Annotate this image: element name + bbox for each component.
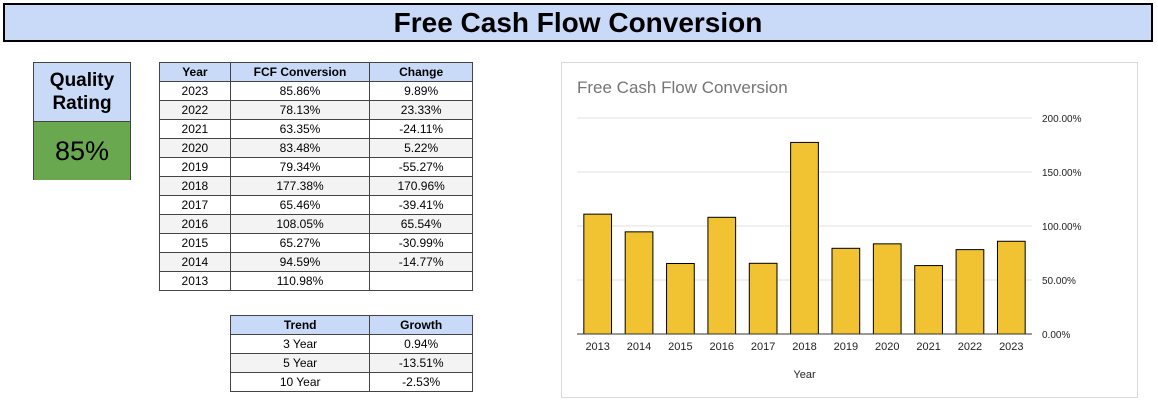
- x-tick-label: 2017: [751, 341, 775, 353]
- cell-fcf-conversion: 63.35%: [229, 119, 371, 139]
- cell-growth: 0.94%: [369, 334, 473, 354]
- table-row: 10 Year -2.53%: [229, 372, 473, 392]
- y-tick-label: 200.00%: [1042, 114, 1082, 125]
- column-header-growth: Growth: [369, 315, 473, 335]
- table-row: 2022 78.13% 23.33%: [159, 100, 473, 120]
- x-tick-label: 2015: [668, 341, 692, 353]
- bar-2021: [914, 265, 943, 335]
- y-tick-label: 50.00%: [1042, 276, 1076, 287]
- fcf-chart: 0.00% 50.00% 100.00% 150.00% 200.00% 2013 2014…: [561, 62, 1138, 398]
- x-tick-label: 2020: [875, 341, 899, 353]
- cell-year: 2015: [159, 233, 231, 253]
- table-row: 2013 110.98%: [159, 271, 473, 291]
- cell-change: 5.22%: [369, 138, 473, 158]
- column-header-trend: Trend: [229, 315, 371, 335]
- cell-fcf-conversion: 108.05%: [229, 214, 371, 234]
- cell-change: -30.99%: [369, 233, 473, 253]
- x-tick-label: 2018: [792, 341, 816, 353]
- cell-change: -14.77%: [369, 252, 473, 272]
- cell-change: 65.54%: [369, 214, 473, 234]
- bar-2015: [666, 263, 695, 335]
- table-header-row: Trend Growth: [229, 315, 473, 335]
- bar-2017: [748, 262, 778, 335]
- fcf-chart-plot: 0.00% 50.00% 100.00% 150.00% 200.00% 2013 2014…: [577, 114, 1082, 381]
- cell-fcf-conversion: 65.27%: [229, 233, 371, 253]
- cell-change: [369, 271, 473, 291]
- x-axis-title: Year: [793, 369, 816, 381]
- bar-2022: [955, 249, 985, 335]
- cell-fcf-conversion: 65.46%: [229, 195, 371, 215]
- cell-change: 23.33%: [369, 100, 473, 120]
- bar-2013: [583, 213, 613, 335]
- x-tick-label: 2016: [710, 341, 734, 353]
- cell-year: 2014: [159, 252, 231, 272]
- cell-change: -55.27%: [369, 157, 473, 177]
- cell-year: 2020: [159, 138, 231, 158]
- cell-fcf-conversion: 94.59%: [229, 252, 371, 272]
- cell-trend: 3 Year: [229, 334, 371, 354]
- table-row: 2016 108.05% 65.54%: [159, 214, 473, 234]
- trend-growth-table: Trend Growth 3 Year 0.94% 5 Year -13.51% 10 …: [229, 315, 473, 392]
- bar-2018: [790, 141, 819, 335]
- cell-fcf-conversion: 83.48%: [229, 138, 371, 158]
- table-row: 5 Year -13.51%: [229, 353, 473, 373]
- table-row: 2020 83.48% 5.22%: [159, 138, 473, 158]
- bar-2016: [707, 216, 737, 335]
- page-banner: Free Cash Flow Conversion: [3, 3, 1153, 42]
- cell-year: 2021: [159, 119, 231, 139]
- y-tick-label: 150.00%: [1042, 168, 1082, 179]
- cell-year: 2022: [159, 100, 231, 120]
- table-header-row: Year FCF Conversion Change: [159, 62, 473, 82]
- bar-2019: [831, 247, 861, 335]
- x-tick-label: 2014: [627, 341, 651, 353]
- table-row: 2014 94.59% -14.77%: [159, 252, 473, 272]
- cell-year: 2017: [159, 195, 231, 215]
- cell-fcf-conversion: 79.34%: [229, 157, 371, 177]
- cell-fcf-conversion: 85.86%: [229, 81, 371, 101]
- cell-change: -39.41%: [369, 195, 473, 215]
- cell-fcf-conversion: 110.98%: [229, 271, 371, 291]
- cell-growth: -2.53%: [369, 372, 473, 392]
- x-tick-label: 2021: [916, 341, 940, 353]
- page-title: Free Cash Flow Conversion: [393, 6, 763, 38]
- cell-year: 2023: [159, 81, 231, 101]
- column-header-fcf-conversion: FCF Conversion: [229, 62, 371, 82]
- cell-year: 2018: [159, 176, 231, 196]
- x-tick-label: 2022: [958, 341, 982, 353]
- cell-year: 2016: [159, 214, 231, 234]
- table-row: 2023 85.86% 9.89%: [159, 81, 473, 101]
- bar-2020: [872, 243, 902, 335]
- table-row: 2021 63.35% -24.11%: [159, 119, 473, 139]
- cell-year: 2013: [159, 271, 231, 291]
- y-tick-label: 100.00%: [1042, 222, 1082, 233]
- cell-trend: 10 Year: [229, 372, 371, 392]
- table-row: 2019 79.34% -55.27%: [159, 157, 473, 177]
- x-tick-label: 2023: [999, 341, 1023, 353]
- x-tick-label: 2013: [585, 341, 609, 353]
- cell-trend: 5 Year: [229, 353, 371, 373]
- bar-2023: [996, 240, 1026, 335]
- table-row: 2015 65.27% -30.99%: [159, 233, 473, 253]
- fcf-conversion-table: Year FCF Conversion Change 2023 85.86% 9.8…: [159, 62, 473, 291]
- cell-change: -24.11%: [369, 119, 473, 139]
- table-row: 3 Year 0.94%: [229, 334, 473, 354]
- column-header-year: Year: [159, 62, 231, 82]
- cell-change: 9.89%: [369, 81, 473, 101]
- cell-year: 2019: [159, 157, 231, 177]
- cell-change: 170.96%: [369, 176, 473, 196]
- table-row: 2018 177.38% 170.96%: [159, 176, 473, 196]
- column-header-change: Change: [369, 62, 473, 82]
- y-tick-label: 0.00%: [1042, 330, 1070, 341]
- bar-2014: [624, 231, 654, 335]
- quality-rating-box: Quality Rating 85%: [33, 62, 131, 180]
- cell-fcf-conversion: 78.13%: [229, 100, 371, 120]
- cell-fcf-conversion: 177.38%: [229, 176, 371, 196]
- chart-title: Free Cash Flow Conversion: [577, 78, 788, 97]
- x-tick-label: 2019: [834, 341, 858, 353]
- table-row: 2017 65.46% -39.41%: [159, 195, 473, 215]
- quality-rating-label: Quality Rating: [34, 63, 130, 122]
- cell-growth: -13.51%: [369, 353, 473, 373]
- quality-rating-value: 85%: [34, 122, 130, 180]
